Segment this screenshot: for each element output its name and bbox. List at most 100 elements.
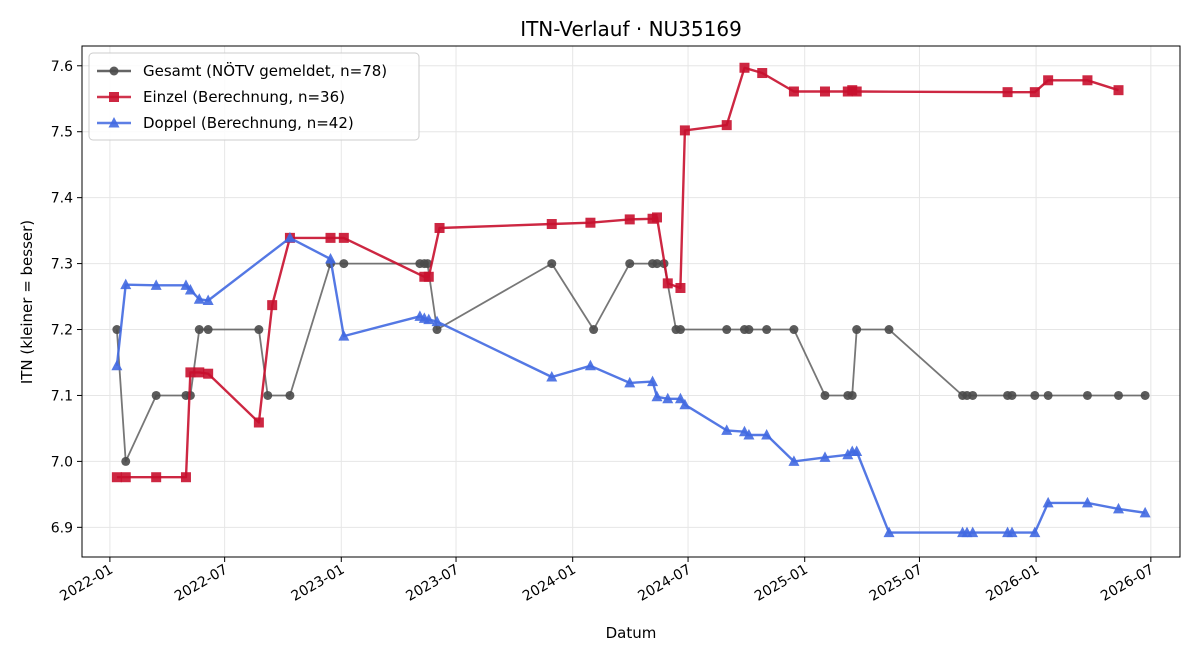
x-tick-label: 2022-01 [57,562,116,605]
data-point-gesamt [423,259,433,269]
legend-label-einzel: Einzel (Berechnung, n=36) [143,88,345,106]
x-tick-label: 2026-01 [983,562,1042,605]
data-point-gesamt [968,390,978,400]
data-point-gesamt [820,390,830,400]
data-point-einzel [788,86,799,97]
data-point-einzel [120,472,131,483]
data-point-doppel [193,293,205,304]
y-axis: 6.9 7.0 7.1 7.2 7.3 7.4 7.5 7.6 [51,59,82,536]
data-point-gesamt [744,325,754,335]
data-point-gesamt [339,259,349,269]
data-point-doppel [184,283,196,295]
data-point-einzel [1002,87,1013,98]
data-point-einzel [338,232,349,243]
data-point-doppel [761,429,773,440]
legend-marker-einzel [109,92,119,102]
legend-label-gesamt: Gesamt (NÖTV gemeldet, n=78) [143,61,387,80]
data-point-einzel [1029,87,1040,98]
data-point-doppel [284,231,296,243]
data-point-doppel [679,398,691,410]
data-point-einzel [739,62,750,73]
data-point-gesamt [884,325,894,335]
data-point-einzel [819,86,830,97]
data-point-gesamt [547,259,557,269]
data-point-einzel [585,217,596,228]
y-tick-label: 6.9 [51,520,73,536]
data-point-doppel [202,294,214,306]
y-tick-label: 7.4 [51,191,73,207]
data-point-einzel [851,86,862,97]
y-tick-label: 7.0 [51,454,73,470]
data-point-gesamt [254,325,264,335]
data-point-gesamt [263,390,273,400]
data-point-gesamt [151,390,161,400]
data-point-doppel [120,278,132,290]
x-axis: 2022-01 2022-07 2023-01 2023-07 2024-01 2024-… [57,557,1157,605]
data-point-einzel [1082,75,1093,86]
data-point-einzel [1113,85,1124,96]
data-point-einzel [253,417,264,428]
data-point-einzel [675,282,686,293]
y-tick-label: 7.6 [51,59,73,75]
data-point-einzel [662,278,673,289]
data-point-doppel [1042,496,1054,508]
legend-box [88,52,420,141]
data-point-doppel [624,376,636,388]
data-point-doppel [967,526,979,538]
plot-frame [81,45,1181,558]
data-point-gesamt [847,390,857,400]
data-point-gesamt [852,325,862,335]
data-point-gesamt [1140,390,1150,400]
data-point-einzel [434,222,445,233]
data-point-einzel [267,300,278,311]
data-point-einzel [651,212,662,223]
data-point-einzel [423,271,434,282]
data-point-doppel [584,359,596,371]
x-axis-label: Datum [606,624,657,642]
data-point-doppel [674,392,686,404]
data-point-gesamt [1082,390,1092,400]
data-point-gesamt [1043,390,1053,400]
data-point-gesamt [203,325,213,335]
data-point-doppel [431,315,443,327]
data-point-doppel [721,424,733,435]
x-tick-label: 2023-07 [403,562,462,605]
x-tick-label: 2022-07 [172,562,231,605]
data-point-doppel [647,375,659,387]
data-point-gesamt [722,325,732,335]
data-point-einzel [194,367,205,378]
data-point-doppel [651,390,663,402]
data-point-doppel [819,451,831,462]
data-point-gesamt [625,259,635,269]
data-point-gesamt [789,325,799,335]
legend-entry-einzel: Einzel (Berechnung, n=36) [97,88,345,106]
data-point-einzel [721,120,732,131]
legend: Gesamt (NÖTV gemeldet, n=78) Einzel (Bere… [88,52,420,141]
data-point-doppel [1113,502,1125,514]
data-point-gesamt [121,456,131,466]
data-point-gesamt [194,325,204,335]
data-point-gesamt [1030,390,1040,400]
data-point-einzel [757,68,768,79]
series-gesamt-line [116,262,1146,463]
data-point-gesamt [285,390,295,400]
legend-label-doppel: Doppel (Berechnung, n=42) [143,114,354,132]
chart-title: ITN-Verlauf · NU35169 [520,17,742,41]
data-point-doppel [111,359,123,371]
legend-entry-gesamt: Gesamt (NÖTV gemeldet, n=78) [97,61,387,80]
data-point-einzel [111,472,122,483]
data-point-doppel [150,279,162,290]
y-tick-label: 7.5 [51,125,73,141]
data-point-einzel [679,125,690,136]
x-tick-label: 2026-07 [1098,562,1157,605]
data-point-gesamt [112,325,122,335]
data-point-einzel [1043,75,1054,86]
data-point-doppel [338,330,350,341]
data-point-einzel [185,367,196,378]
x-tick-label: 2023-01 [289,562,348,605]
data-point-einzel [151,472,162,483]
y-tick-label: 7.1 [51,388,73,404]
data-point-doppel [1139,506,1151,518]
data-point-doppel [546,370,558,382]
